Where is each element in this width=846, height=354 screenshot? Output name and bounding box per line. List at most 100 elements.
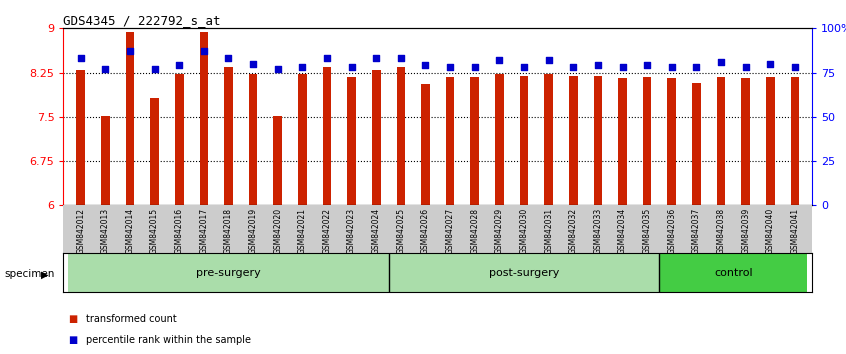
Bar <box>126 33 135 205</box>
Point <box>542 57 556 63</box>
Bar <box>101 116 110 205</box>
Point <box>98 66 112 72</box>
Point <box>197 48 211 54</box>
Text: control: control <box>714 268 753 278</box>
Bar <box>249 74 257 205</box>
Text: transformed count: transformed count <box>86 314 177 324</box>
Bar <box>643 77 651 205</box>
Bar <box>446 77 454 205</box>
Point <box>764 61 777 67</box>
Text: pre-surgery: pre-surgery <box>196 268 261 278</box>
Point <box>665 64 678 70</box>
Text: GSM842027: GSM842027 <box>446 208 454 254</box>
Bar <box>224 67 233 205</box>
Text: GSM842025: GSM842025 <box>397 208 405 254</box>
Bar <box>273 116 282 205</box>
Text: GSM842014: GSM842014 <box>125 208 135 254</box>
Text: GSM842019: GSM842019 <box>249 208 257 254</box>
Text: GSM842016: GSM842016 <box>175 208 184 254</box>
Point <box>271 66 284 72</box>
Text: GSM842028: GSM842028 <box>470 208 479 254</box>
Bar <box>791 77 799 205</box>
Bar <box>151 98 159 205</box>
Point <box>246 61 260 67</box>
Text: GSM842012: GSM842012 <box>76 208 85 254</box>
Text: GSM842013: GSM842013 <box>101 208 110 254</box>
Text: GSM842022: GSM842022 <box>322 208 332 254</box>
Text: GSM842041: GSM842041 <box>790 208 799 254</box>
Point <box>74 56 87 61</box>
Bar <box>372 70 381 205</box>
Bar <box>495 74 503 205</box>
Point <box>345 64 359 70</box>
Bar <box>618 78 627 205</box>
Bar <box>421 84 430 205</box>
Point <box>394 56 408 61</box>
Text: GSM842020: GSM842020 <box>273 208 283 254</box>
Bar <box>667 78 676 205</box>
Bar <box>544 74 553 205</box>
Point <box>370 56 383 61</box>
Point <box>148 66 162 72</box>
Bar <box>741 78 750 205</box>
Text: GSM842024: GSM842024 <box>371 208 381 254</box>
Text: GSM842039: GSM842039 <box>741 208 750 254</box>
Text: GSM842034: GSM842034 <box>618 208 627 254</box>
Bar <box>348 77 356 205</box>
Text: post-surgery: post-surgery <box>489 268 559 278</box>
Bar <box>388 253 660 292</box>
Text: GSM842015: GSM842015 <box>150 208 159 254</box>
Bar <box>69 253 388 292</box>
Bar <box>660 253 807 292</box>
Bar <box>200 33 208 205</box>
Text: GSM842035: GSM842035 <box>643 208 651 254</box>
Text: percentile rank within the sample: percentile rank within the sample <box>86 335 251 345</box>
Point <box>567 64 580 70</box>
Bar <box>569 76 578 205</box>
Point <box>173 63 186 68</box>
Bar <box>322 67 332 205</box>
Text: GSM842030: GSM842030 <box>519 208 529 254</box>
Bar <box>519 76 528 205</box>
Point <box>124 48 137 54</box>
Point <box>492 57 506 63</box>
Text: GSM842037: GSM842037 <box>692 208 700 254</box>
Bar <box>594 76 602 205</box>
Text: GSM842031: GSM842031 <box>544 208 553 254</box>
Point <box>689 64 703 70</box>
Bar <box>766 77 775 205</box>
Point <box>222 56 235 61</box>
Text: GSM842018: GSM842018 <box>224 208 233 254</box>
Point <box>714 59 728 65</box>
Bar <box>470 77 479 205</box>
Point <box>517 64 530 70</box>
Bar <box>175 74 184 205</box>
Text: ▶: ▶ <box>41 269 48 279</box>
Text: ■: ■ <box>68 335 77 345</box>
Text: GSM842017: GSM842017 <box>200 208 208 254</box>
Text: GSM842026: GSM842026 <box>421 208 430 254</box>
Text: GSM842029: GSM842029 <box>495 208 504 254</box>
Text: GSM842036: GSM842036 <box>667 208 676 254</box>
Bar <box>76 70 85 205</box>
Text: GSM842033: GSM842033 <box>593 208 602 254</box>
Text: GSM842040: GSM842040 <box>766 208 775 254</box>
Point <box>320 56 333 61</box>
Text: GSM842032: GSM842032 <box>569 208 578 254</box>
Text: specimen: specimen <box>4 269 55 279</box>
Point <box>591 63 605 68</box>
Text: GSM842021: GSM842021 <box>298 208 307 254</box>
Bar <box>397 67 405 205</box>
Point <box>443 64 457 70</box>
Point <box>468 64 481 70</box>
Bar <box>298 74 306 205</box>
Point <box>616 64 629 70</box>
Point <box>739 64 752 70</box>
Bar <box>717 77 725 205</box>
Point <box>295 64 309 70</box>
Text: GDS4345 / 222792_s_at: GDS4345 / 222792_s_at <box>63 14 221 27</box>
Bar <box>692 82 700 205</box>
Text: GSM842038: GSM842038 <box>717 208 726 254</box>
Text: GSM842023: GSM842023 <box>347 208 356 254</box>
Point <box>788 64 802 70</box>
